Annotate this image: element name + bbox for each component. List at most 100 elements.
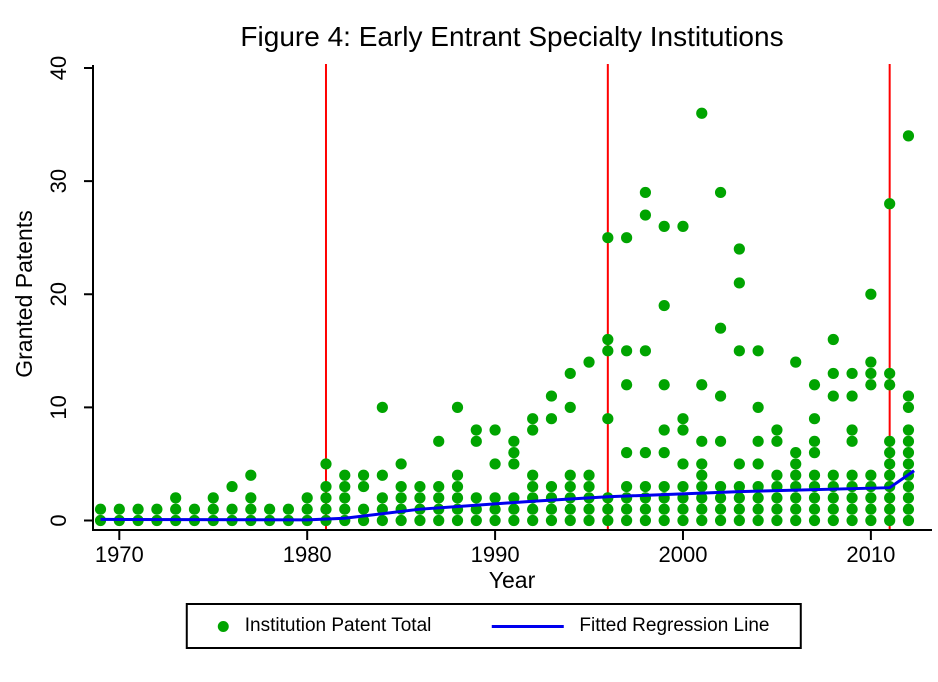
data-point	[245, 503, 257, 515]
data-point	[170, 492, 182, 504]
data-point	[583, 356, 595, 368]
data-point	[639, 186, 652, 199]
data-point	[733, 480, 745, 493]
data-point	[752, 458, 764, 470]
data-point	[245, 492, 257, 504]
data-point	[752, 345, 764, 357]
data-point	[677, 503, 689, 515]
data-point	[790, 447, 802, 459]
data-point	[884, 367, 896, 380]
regression-legend-label: Fitted Regression Line	[579, 615, 770, 636]
data-point	[639, 503, 652, 515]
x-tick-label: 1970	[95, 542, 144, 567]
data-point	[865, 379, 877, 391]
data-point	[846, 390, 858, 402]
data-point	[771, 469, 783, 481]
data-point	[621, 480, 633, 493]
legend-box: Institution Patent Total Fitted Regressi…	[185, 603, 802, 649]
data-point	[470, 424, 482, 436]
data-point	[884, 469, 896, 481]
data-point	[714, 492, 727, 504]
data-point	[658, 447, 670, 459]
data-point	[696, 458, 708, 470]
data-point	[865, 356, 877, 368]
data-point	[902, 447, 915, 459]
data-point	[207, 503, 219, 515]
data-point	[752, 401, 764, 413]
data-point	[621, 232, 633, 244]
data-point	[433, 492, 445, 504]
data-point	[827, 514, 839, 527]
data-point	[639, 480, 652, 493]
scatter-points-group	[94, 107, 915, 527]
y-tick-label: 0	[46, 514, 71, 526]
data-point	[357, 480, 370, 493]
data-point	[395, 480, 407, 493]
data-point	[808, 447, 821, 459]
data-point	[583, 469, 595, 481]
data-point	[527, 503, 539, 515]
data-point	[808, 503, 821, 515]
data-point	[827, 503, 839, 515]
data-point	[320, 480, 332, 493]
data-point	[884, 198, 896, 210]
data-point	[451, 401, 464, 413]
x-axis-label: Year	[489, 567, 536, 593]
data-point	[451, 492, 464, 504]
data-point	[696, 469, 708, 481]
data-point	[658, 220, 670, 232]
data-point	[508, 503, 520, 515]
chart-title: Figure 4: Early Entrant Specialty Instit…	[240, 21, 783, 52]
data-point	[752, 514, 764, 527]
data-point	[733, 458, 745, 470]
data-point	[564, 367, 576, 380]
data-point	[902, 514, 915, 527]
regression-line	[100, 469, 915, 522]
data-point	[470, 435, 482, 447]
data-point	[339, 469, 351, 481]
data-point	[414, 514, 426, 527]
data-point	[865, 288, 877, 300]
data-point	[301, 492, 313, 504]
data-point	[902, 435, 915, 447]
data-point	[245, 469, 257, 481]
data-point	[808, 435, 821, 447]
data-point	[808, 413, 821, 425]
data-point	[714, 503, 727, 515]
data-point	[771, 435, 783, 447]
data-point	[714, 322, 727, 334]
data-point	[470, 492, 482, 504]
data-point	[320, 503, 332, 515]
data-point	[902, 130, 915, 142]
data-point	[621, 345, 633, 357]
data-point	[884, 458, 896, 470]
data-point	[827, 333, 839, 346]
data-point	[639, 514, 652, 527]
data-point	[264, 503, 276, 515]
data-point	[395, 458, 407, 470]
data-point	[602, 333, 614, 346]
data-point	[395, 492, 407, 504]
data-point	[545, 503, 558, 515]
data-point	[790, 469, 802, 481]
data-point	[508, 447, 520, 459]
data-point	[527, 424, 539, 436]
data-point	[902, 503, 915, 515]
x-tick-label: 2000	[659, 542, 708, 567]
regression-legend-marker-icon	[491, 624, 564, 628]
data-point	[545, 480, 558, 493]
data-point	[564, 514, 576, 527]
data-point	[846, 480, 858, 493]
data-point	[395, 514, 407, 527]
data-point	[733, 345, 745, 357]
data-point	[677, 458, 689, 470]
data-point	[151, 503, 163, 515]
data-point	[508, 458, 520, 470]
data-point	[677, 480, 689, 493]
x-ticks-group: 1970 1980 1990 2000 2010	[95, 530, 895, 567]
data-point	[489, 492, 501, 504]
data-point	[865, 469, 877, 481]
event-lines-group	[324, 64, 891, 529]
data-point	[696, 435, 708, 447]
data-point	[583, 514, 595, 527]
